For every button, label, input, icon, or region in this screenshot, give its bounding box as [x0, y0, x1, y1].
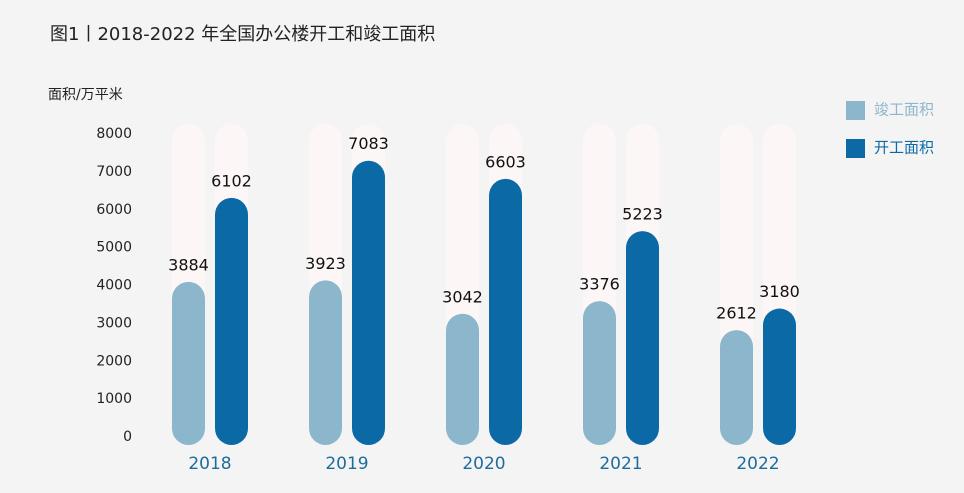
value-label: 3042: [442, 287, 483, 306]
value-label: 6102: [211, 171, 252, 190]
value-label: 3923: [305, 254, 346, 273]
value-label: 5223: [622, 205, 663, 224]
bar: [720, 330, 753, 445]
x-tick-label: 2019: [325, 454, 368, 474]
bar: [352, 160, 385, 445]
legend-swatch: [846, 101, 865, 120]
y-tick-label: 1000: [96, 391, 132, 407]
y-axis-label: 面积/万平米: [48, 87, 123, 103]
value-label: 6603: [485, 152, 526, 171]
y-tick-label: 7000: [96, 164, 132, 180]
y-tick-label: 3000: [96, 315, 132, 331]
bar: [215, 197, 248, 445]
bar: [763, 308, 796, 445]
y-tick-label: 8000: [96, 126, 132, 142]
legend-swatch: [846, 139, 865, 158]
value-label: 3884: [168, 255, 209, 274]
value-label: 3180: [759, 282, 800, 301]
x-tick-label: 2018: [188, 454, 231, 474]
legend-label: 开工面积: [874, 139, 934, 157]
value-label: 7083: [348, 134, 389, 153]
x-tick-label: 2022: [736, 454, 779, 474]
value-label: 2612: [716, 304, 757, 323]
y-tick-label: 0: [123, 429, 132, 445]
y-tick-label: 2000: [96, 353, 132, 369]
y-tick-label: 4000: [96, 278, 132, 294]
bar: [446, 313, 479, 445]
bar: [309, 280, 342, 445]
y-tick-label: 5000: [96, 240, 132, 256]
y-tick-label: 6000: [96, 202, 132, 218]
bar: [489, 178, 522, 445]
x-tick-label: 2021: [599, 454, 642, 474]
bar: [172, 281, 205, 445]
chart-title: 图1丨2018-2022 年全国办公楼开工和竣工面积: [50, 24, 435, 45]
bar: [583, 301, 616, 445]
bar: [626, 231, 659, 445]
legend-label: 竣工面积: [874, 101, 934, 119]
x-tick-label: 2020: [462, 454, 505, 474]
value-label: 3376: [579, 275, 620, 294]
